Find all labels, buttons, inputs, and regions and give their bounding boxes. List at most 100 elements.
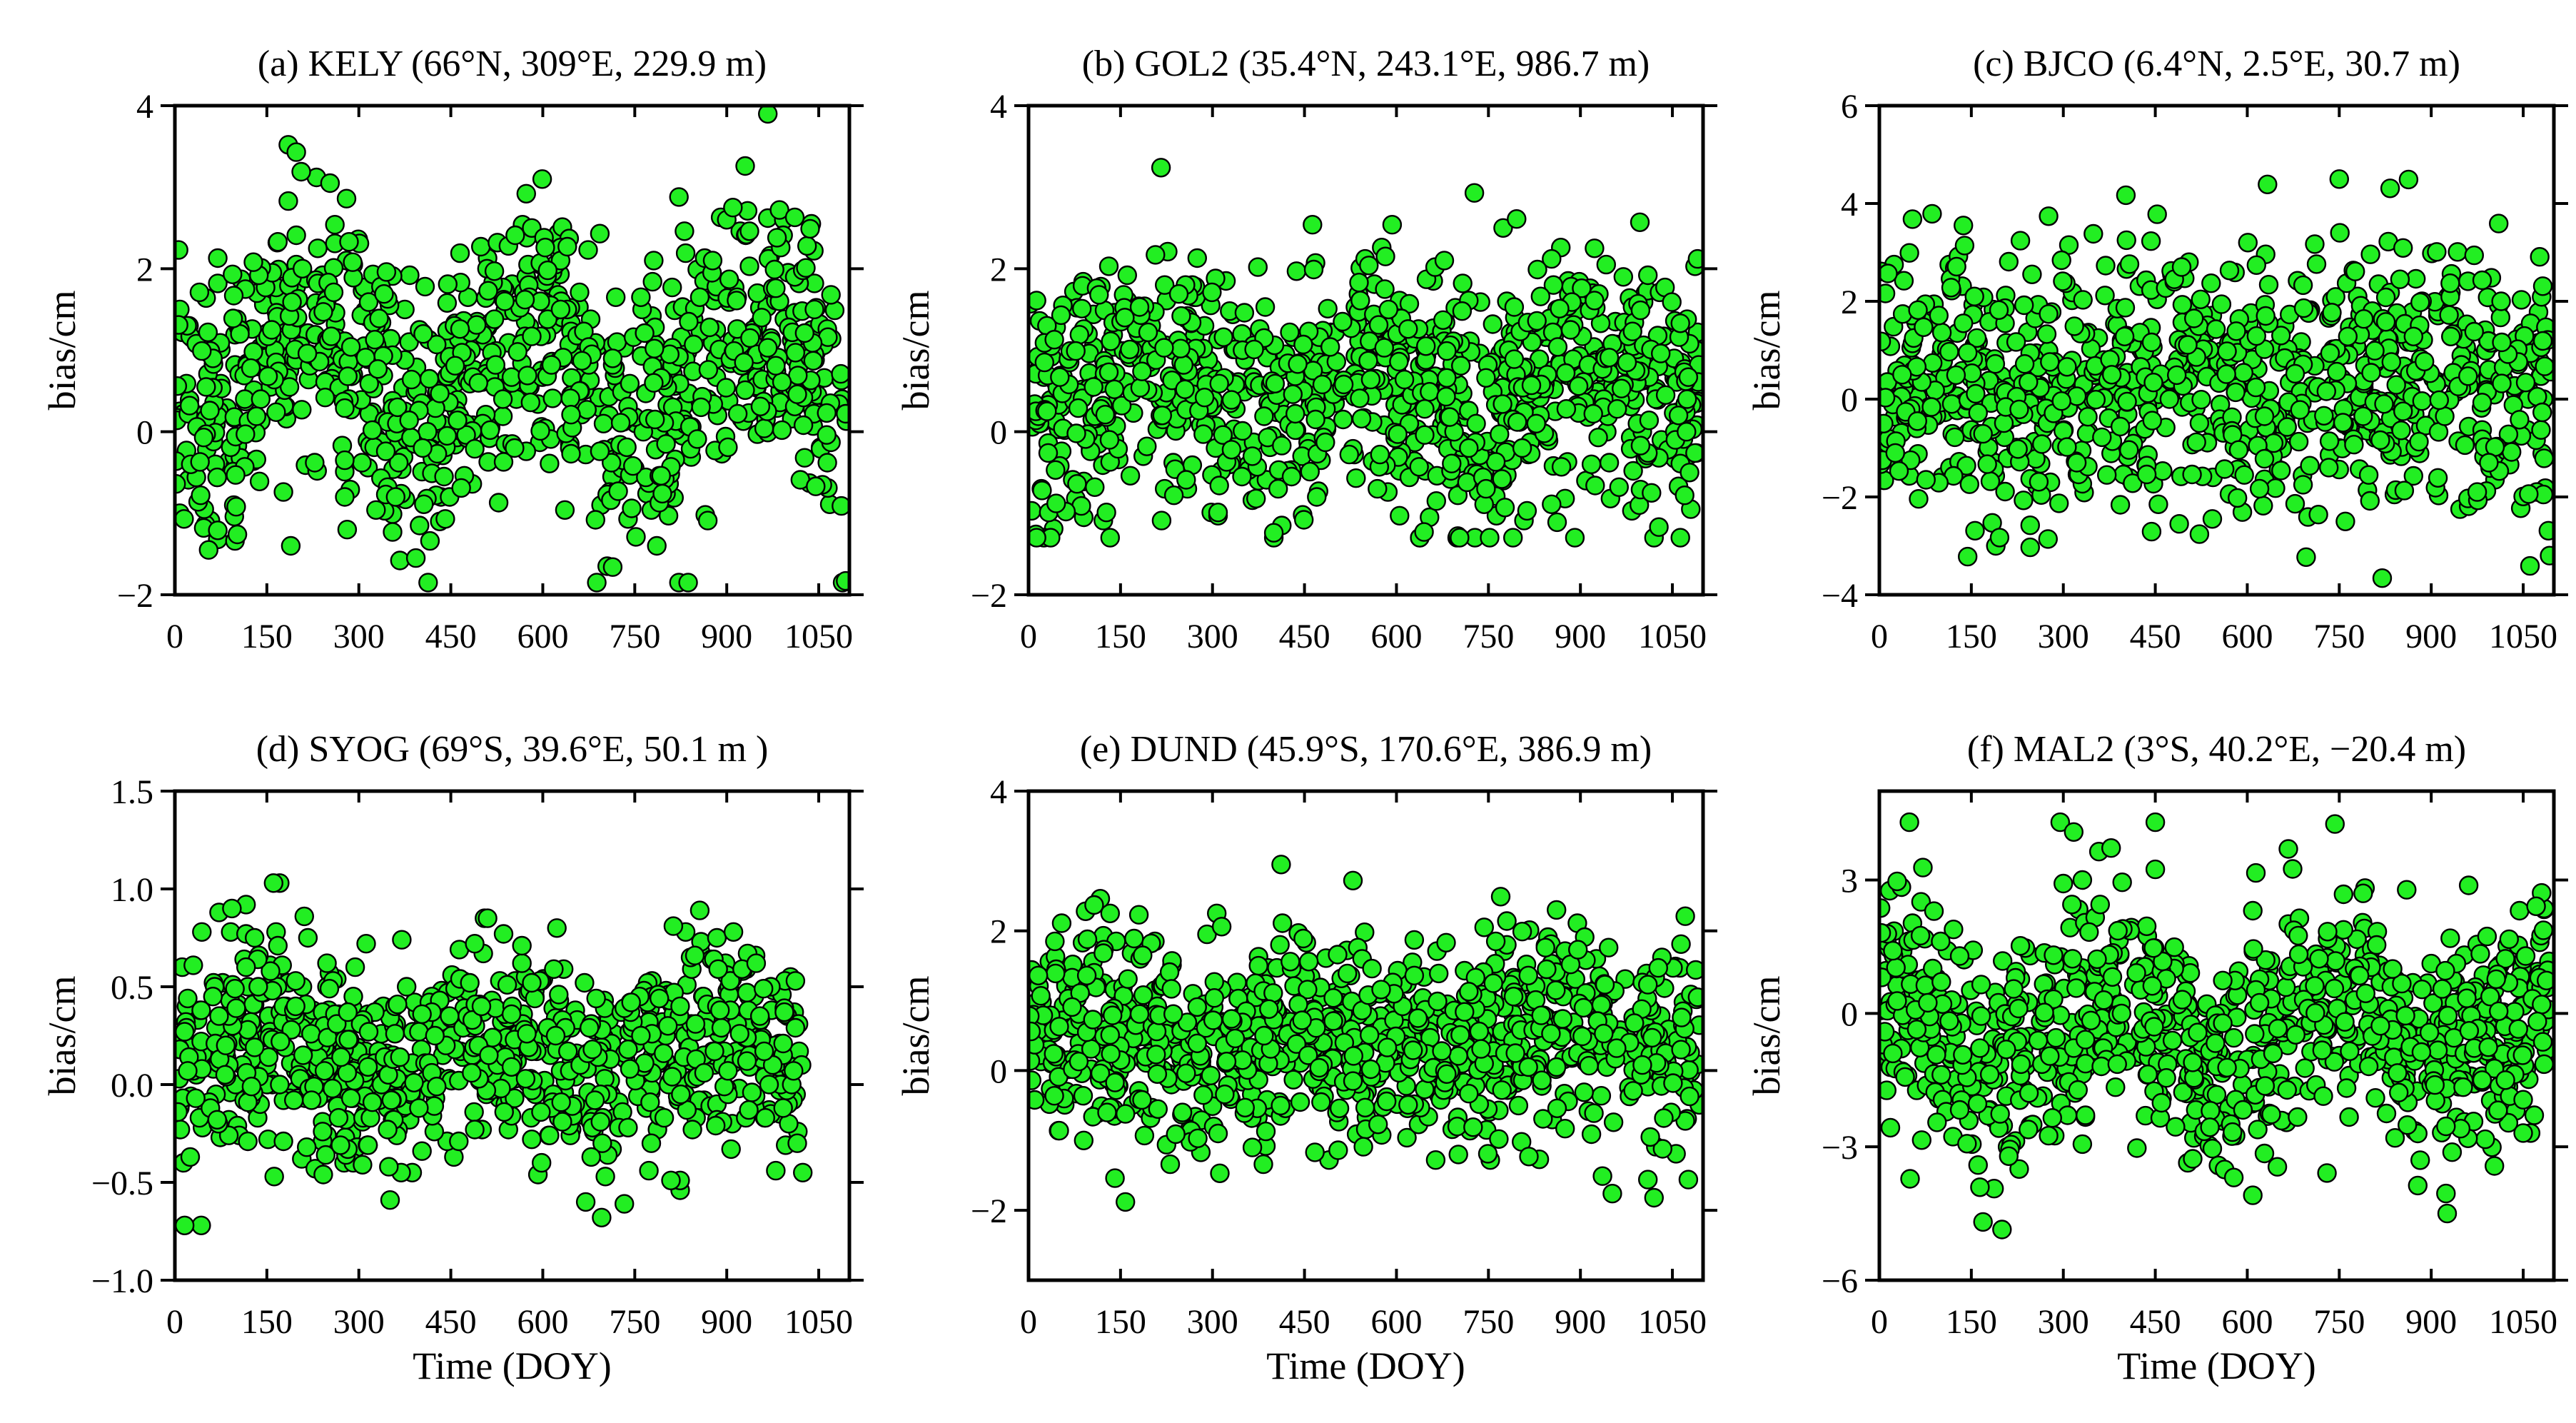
data-point — [561, 405, 581, 425]
data-point — [570, 282, 590, 303]
data-point — [817, 453, 837, 473]
data-point — [699, 317, 719, 338]
data-point — [1598, 937, 1619, 957]
data-point — [1941, 394, 1962, 414]
chart-panel-1: (a) KELY (66°N, 309°E, 229.9 m)0 150 300 45… — [41, 44, 864, 655]
data-point — [832, 496, 849, 516]
data-point — [787, 384, 807, 404]
data-point — [1432, 1041, 1452, 1061]
data-point — [284, 1090, 304, 1110]
data-point — [1069, 325, 1090, 345]
data-point — [1118, 969, 1138, 989]
data-point — [796, 258, 816, 278]
x-tick-label: 0 — [166, 618, 183, 655]
data-point — [1437, 341, 1457, 361]
data-point — [836, 403, 849, 424]
data-point — [178, 988, 198, 1009]
data-point — [222, 898, 242, 919]
data-point — [399, 411, 419, 431]
data-point — [1288, 994, 1308, 1015]
data-point — [315, 388, 335, 408]
data-point — [1248, 955, 1268, 976]
data-point — [1450, 356, 1471, 376]
data-point — [385, 1024, 405, 1044]
data-point — [581, 1147, 601, 1167]
data-point — [704, 1041, 724, 1062]
data-point — [1132, 361, 1152, 381]
data-point — [1253, 1154, 1273, 1175]
data-point — [401, 369, 422, 390]
data-point — [1985, 354, 2006, 374]
data-point — [297, 1137, 317, 1157]
data-point — [1172, 1102, 1193, 1122]
data-point — [1623, 1081, 1643, 1101]
data-point — [1285, 420, 1305, 441]
data-point — [273, 1131, 293, 1152]
data-point — [1652, 1139, 1673, 1159]
data-point — [2254, 1143, 2275, 1164]
y-tick-label: 0 — [1841, 381, 1858, 419]
data-point — [1111, 396, 1132, 416]
data-point — [2050, 812, 2071, 833]
data-point — [270, 1075, 290, 1095]
data-point — [1466, 413, 1486, 433]
data-point — [1623, 461, 1643, 481]
data-point — [1371, 980, 1391, 1000]
data-point — [662, 1067, 682, 1087]
data-point — [1568, 376, 1589, 396]
data-point — [2019, 372, 2039, 392]
data-point — [1100, 1025, 1121, 1045]
data-point — [644, 251, 664, 271]
data-point — [1221, 390, 1242, 410]
y-tick-label: 4 — [136, 88, 153, 126]
data-point — [1414, 522, 1434, 542]
data-point — [1922, 353, 1943, 373]
data-point — [1147, 1064, 1168, 1085]
data-point — [1216, 1051, 1237, 1072]
data-point — [1892, 365, 1912, 385]
data-point — [582, 1039, 602, 1060]
data-point — [575, 1192, 596, 1212]
data-point — [806, 476, 826, 496]
data-point — [2201, 273, 2221, 293]
data-point — [1154, 338, 1174, 358]
data-point — [621, 992, 641, 1012]
data-point — [697, 511, 718, 531]
data-point — [448, 411, 468, 431]
data-point — [1265, 373, 1286, 393]
data-point — [679, 311, 699, 332]
x-tick-label: 750 — [609, 618, 660, 655]
data-point — [203, 986, 223, 1007]
data-point — [517, 1024, 537, 1044]
data-point — [2296, 547, 2316, 567]
data-point — [685, 945, 705, 965]
data-point — [1663, 1073, 1683, 1093]
data-point — [2008, 439, 2028, 459]
data-point — [640, 1092, 660, 1112]
scatter-points — [1029, 158, 1703, 548]
data-point — [772, 420, 792, 441]
data-point — [2288, 431, 2309, 452]
data-point — [479, 1045, 499, 1065]
data-point — [631, 1025, 651, 1046]
data-point — [1579, 1055, 1599, 1076]
data-point — [1415, 425, 1435, 445]
data-point — [1283, 384, 1303, 404]
data-point — [1311, 1092, 1331, 1112]
data-point — [313, 1122, 333, 1142]
data-point — [1504, 349, 1525, 369]
plot-frame — [173, 104, 852, 597]
data-point — [1644, 1187, 1665, 1208]
data-point — [615, 1194, 635, 1214]
data-point — [1210, 1163, 1230, 1184]
data-point — [1083, 1010, 1103, 1030]
data-point — [641, 1133, 662, 1153]
data-point — [537, 309, 557, 329]
data-point — [1268, 478, 1288, 499]
data-point — [785, 343, 806, 363]
data-point — [208, 248, 228, 268]
data-point — [485, 355, 505, 375]
data-point — [1946, 256, 1966, 277]
x-tick-label: 450 — [1279, 618, 1330, 655]
data-point — [718, 1061, 738, 1081]
